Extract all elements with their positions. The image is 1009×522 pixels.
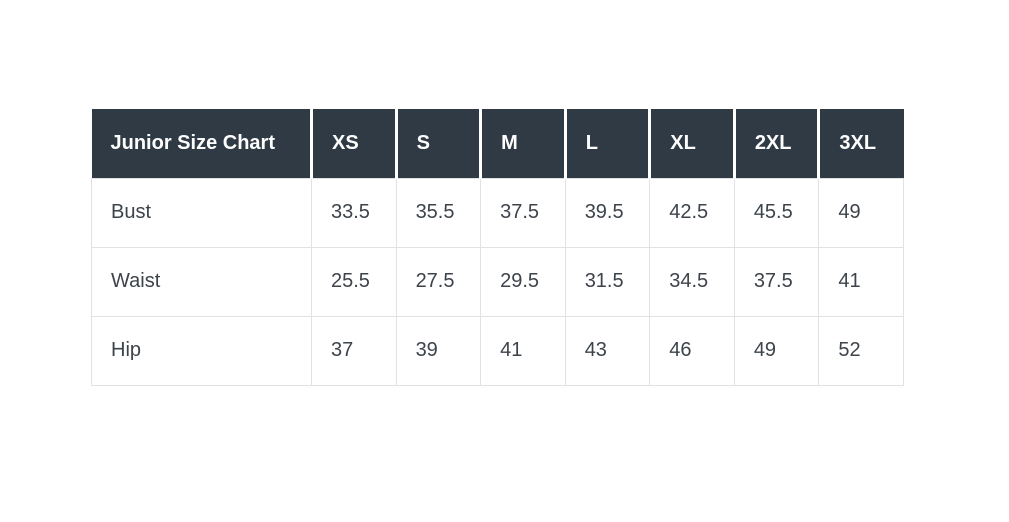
- table-row-waist: Waist 25.5 27.5 29.5 31.5 34.5 37.5 41: [91, 246, 904, 317]
- cell-bust-3xl: 49: [818, 177, 904, 248]
- row-label-bust: Bust: [91, 177, 312, 248]
- row-label-hip: Hip: [91, 315, 312, 386]
- cell-waist-xl: 34.5: [649, 246, 735, 317]
- header-cell-size-m: M: [479, 109, 566, 179]
- cell-waist-s: 27.5: [395, 246, 482, 317]
- size-chart: Junior Size Chart XS S M L XL 2XL 3XL Bu…: [91, 109, 904, 386]
- table-row-hip: Hip 37 39 41 43 46 49 52: [91, 315, 904, 386]
- cell-hip-3xl: 52: [818, 315, 904, 386]
- size-chart-title-cell: Junior Size Chart: [91, 109, 312, 179]
- cell-bust-l: 39.5: [564, 177, 651, 248]
- cell-bust-m: 37.5: [480, 177, 566, 248]
- cell-bust-2xl: 45.5: [733, 177, 820, 248]
- cell-hip-l: 43: [564, 315, 651, 386]
- cell-hip-2xl: 49: [733, 315, 820, 386]
- table-row-bust: Bust 33.5 35.5 37.5 39.5 42.5 45.5 49: [91, 177, 904, 248]
- cell-waist-l: 31.5: [564, 246, 651, 317]
- cell-waist-2xl: 37.5: [733, 246, 820, 317]
- row-label-waist: Waist: [91, 246, 312, 317]
- cell-waist-m: 29.5: [480, 246, 566, 317]
- cell-bust-xs: 33.5: [311, 177, 397, 248]
- size-chart-header-row: Junior Size Chart XS S M L XL 2XL 3XL: [91, 109, 904, 179]
- header-cell-size-3xl: 3XL: [817, 109, 904, 179]
- cell-hip-xs: 37: [311, 315, 397, 386]
- cell-hip-xl: 46: [649, 315, 735, 386]
- header-cell-size-l: L: [563, 109, 650, 179]
- header-cell-size-s: S: [394, 109, 481, 179]
- header-cell-size-2xl: 2XL: [732, 109, 819, 179]
- cell-hip-s: 39: [395, 315, 482, 386]
- cell-waist-xs: 25.5: [311, 246, 397, 317]
- cell-waist-3xl: 41: [818, 246, 904, 317]
- size-chart-table: Junior Size Chart XS S M L XL 2XL 3XL Bu…: [91, 109, 904, 386]
- header-cell-size-xs: XS: [310, 109, 397, 179]
- header-cell-size-xl: XL: [648, 109, 735, 179]
- cell-bust-xl: 42.5: [649, 177, 735, 248]
- cell-hip-m: 41: [480, 315, 566, 386]
- cell-bust-s: 35.5: [395, 177, 482, 248]
